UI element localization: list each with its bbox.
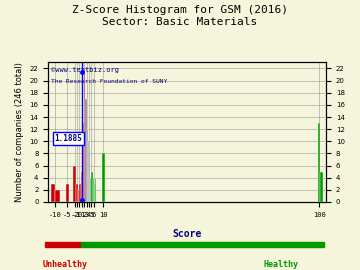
Bar [93, 178, 94, 202]
Text: 1.1885: 1.1885 [54, 134, 82, 143]
Bar [89, 147, 90, 202]
Bar [73, 166, 76, 202]
Text: The Research Foundation of SUNY: The Research Foundation of SUNY [51, 79, 167, 84]
Bar [51, 184, 55, 202]
Bar [66, 184, 69, 202]
Bar [84, 69, 85, 202]
Bar [82, 147, 83, 202]
Bar [318, 123, 320, 202]
Bar [81, 172, 82, 202]
Bar [85, 99, 87, 202]
Y-axis label: Number of companies (246 total): Number of companies (246 total) [15, 62, 24, 202]
Bar [102, 153, 105, 202]
Bar [76, 184, 78, 202]
Bar [95, 178, 96, 202]
Bar [88, 141, 89, 202]
Bar [78, 190, 80, 202]
Bar [83, 123, 84, 202]
Bar [87, 129, 88, 202]
Bar [90, 178, 91, 202]
Bar [55, 190, 60, 202]
X-axis label: Score: Score [172, 229, 202, 239]
Text: Healthy: Healthy [263, 260, 298, 269]
Text: Unhealthy: Unhealthy [42, 260, 87, 269]
Bar [80, 184, 81, 202]
Text: Z-Score Histogram for GSM (2016)
Sector: Basic Materials: Z-Score Histogram for GSM (2016) Sector:… [72, 5, 288, 27]
Text: ©www.textbiz.org: ©www.textbiz.org [51, 67, 119, 73]
Bar [91, 172, 93, 202]
Bar [94, 184, 95, 202]
Bar [320, 172, 323, 202]
